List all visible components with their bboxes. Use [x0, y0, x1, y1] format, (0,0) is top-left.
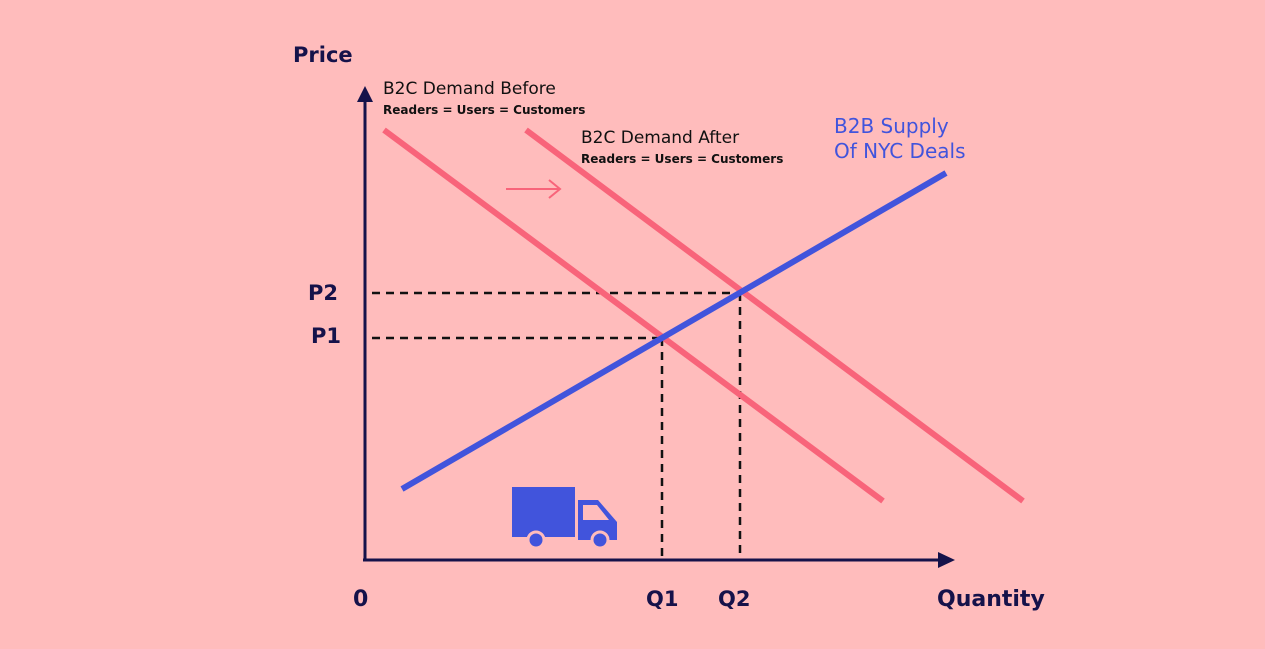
y-axis-label: Price [293, 43, 353, 67]
axes [357, 86, 955, 568]
demand-before-title: B2C Demand Before [383, 79, 556, 99]
y-axis-arrowhead [357, 86, 373, 102]
supply-line [400, 170, 948, 492]
demand-after-title: B2C Demand After [581, 128, 739, 148]
right-arrow-icon [506, 179, 562, 199]
truck-icon [512, 487, 617, 550]
demand-before-subtitle: Readers = Users = Customers [383, 103, 585, 117]
supply-title-line1: B2B Supply [834, 114, 949, 138]
p1-label: P1 [311, 324, 341, 348]
q2-label: Q2 [718, 587, 750, 611]
demand-after-line [524, 127, 1025, 504]
p2-label: P2 [308, 281, 338, 305]
demand-after-subtitle: Readers = Users = Customers [581, 152, 783, 166]
q1-label: Q1 [646, 587, 678, 611]
x-axis-label: Quantity [937, 587, 1045, 612]
origin-label: 0 [353, 587, 368, 612]
x-axis-arrowhead [938, 552, 955, 568]
demand-before-line [382, 127, 885, 504]
supply-title-line2: Of NYC Deals [834, 139, 965, 163]
guide-lines [372, 291, 742, 558]
